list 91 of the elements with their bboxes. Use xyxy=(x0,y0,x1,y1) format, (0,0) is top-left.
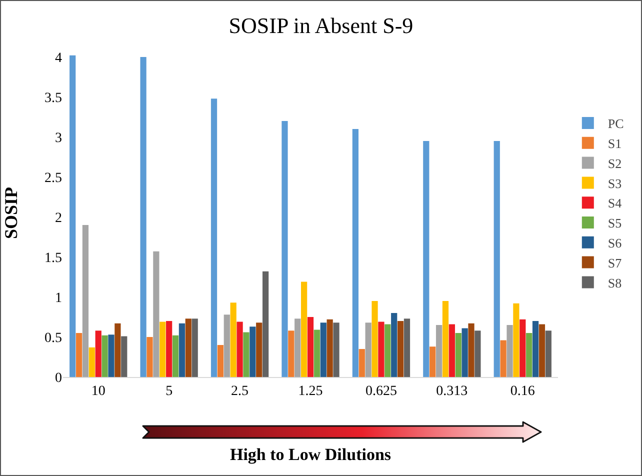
bar xyxy=(307,317,314,377)
x-tick-label: 0.625 xyxy=(365,384,397,399)
bar xyxy=(494,141,500,377)
bar xyxy=(294,318,301,377)
bar xyxy=(262,271,269,377)
bar xyxy=(178,323,186,377)
bar xyxy=(532,321,539,377)
bar xyxy=(146,337,153,377)
bar xyxy=(378,322,384,377)
bar xyxy=(423,141,430,377)
bar xyxy=(192,318,198,377)
legend-label: S2 xyxy=(608,156,622,171)
legend-label: S6 xyxy=(608,235,622,250)
bar xyxy=(256,322,262,377)
bar xyxy=(314,330,320,377)
bar xyxy=(114,323,121,377)
x-tick-label: 5 xyxy=(166,384,173,399)
bar xyxy=(365,322,372,377)
bar xyxy=(372,301,378,377)
bar xyxy=(160,322,166,377)
bar xyxy=(320,322,326,377)
bar xyxy=(462,328,468,377)
bar xyxy=(358,349,365,377)
legend-label: S3 xyxy=(608,176,622,191)
y-tick-label: 1.5 xyxy=(44,250,62,266)
x-tick-label: 2.5 xyxy=(231,384,249,399)
y-tick-label: 0.5 xyxy=(44,330,62,346)
bar xyxy=(513,303,520,377)
bar xyxy=(506,325,513,377)
bar xyxy=(448,324,455,377)
bar xyxy=(243,332,250,377)
y-tick-label: 2 xyxy=(55,210,62,226)
bar xyxy=(250,326,256,377)
legend-label: S7 xyxy=(608,255,622,270)
bar xyxy=(121,336,128,377)
y-tick-label: 1 xyxy=(55,290,62,306)
y-tick-label: 3.5 xyxy=(44,90,62,106)
bar xyxy=(70,55,76,377)
bar xyxy=(224,314,230,377)
bar xyxy=(166,321,172,377)
bar xyxy=(210,98,218,377)
bar xyxy=(404,318,410,377)
y-tick-label: 2.5 xyxy=(44,170,62,186)
bar xyxy=(153,251,160,377)
bar xyxy=(333,322,340,377)
bar xyxy=(500,340,506,377)
bar xyxy=(545,330,552,377)
bar xyxy=(352,129,358,377)
bar xyxy=(140,57,146,377)
bar xyxy=(455,333,462,377)
bar xyxy=(442,301,449,377)
bar xyxy=(301,282,308,377)
legend-label: S5 xyxy=(608,216,622,231)
bar xyxy=(384,324,391,377)
bar xyxy=(185,318,192,377)
bar xyxy=(217,345,224,377)
bar xyxy=(88,347,95,377)
bar xyxy=(397,321,404,377)
legend-label: S4 xyxy=(608,196,622,211)
bar xyxy=(102,335,108,377)
y-tick-label: 0 xyxy=(55,370,62,386)
bar xyxy=(474,330,481,377)
x-tick-label: 1.25 xyxy=(298,384,323,399)
bar xyxy=(520,319,526,377)
bar xyxy=(172,335,179,377)
chart-title: SOSIP in Absent S-9 xyxy=(228,12,414,38)
bar xyxy=(236,322,243,377)
bar xyxy=(538,324,546,377)
bar xyxy=(95,330,102,377)
bar xyxy=(468,323,474,377)
x-axis-title: High to Low Dilutions xyxy=(230,445,392,464)
bar xyxy=(108,334,114,377)
bar xyxy=(326,319,333,377)
y-axis-title: SOSIP xyxy=(1,186,21,240)
bar xyxy=(76,333,82,377)
legend-label: PC xyxy=(608,116,624,132)
bar xyxy=(230,302,236,377)
y-tick-label: 3 xyxy=(55,130,62,146)
bar xyxy=(391,313,398,377)
x-tick-label: 0.16 xyxy=(510,384,535,399)
bar xyxy=(282,121,288,377)
bar xyxy=(430,346,436,377)
x-tick-label: 0.313 xyxy=(436,384,468,399)
bar xyxy=(82,225,89,377)
legend-label: S8 xyxy=(608,275,622,290)
y-tick-label: 4 xyxy=(55,50,62,66)
bar xyxy=(288,330,294,377)
x-tick-label: 10 xyxy=(91,384,106,399)
legend-label: S1 xyxy=(608,136,622,151)
bar xyxy=(436,325,442,377)
bar xyxy=(526,333,532,377)
